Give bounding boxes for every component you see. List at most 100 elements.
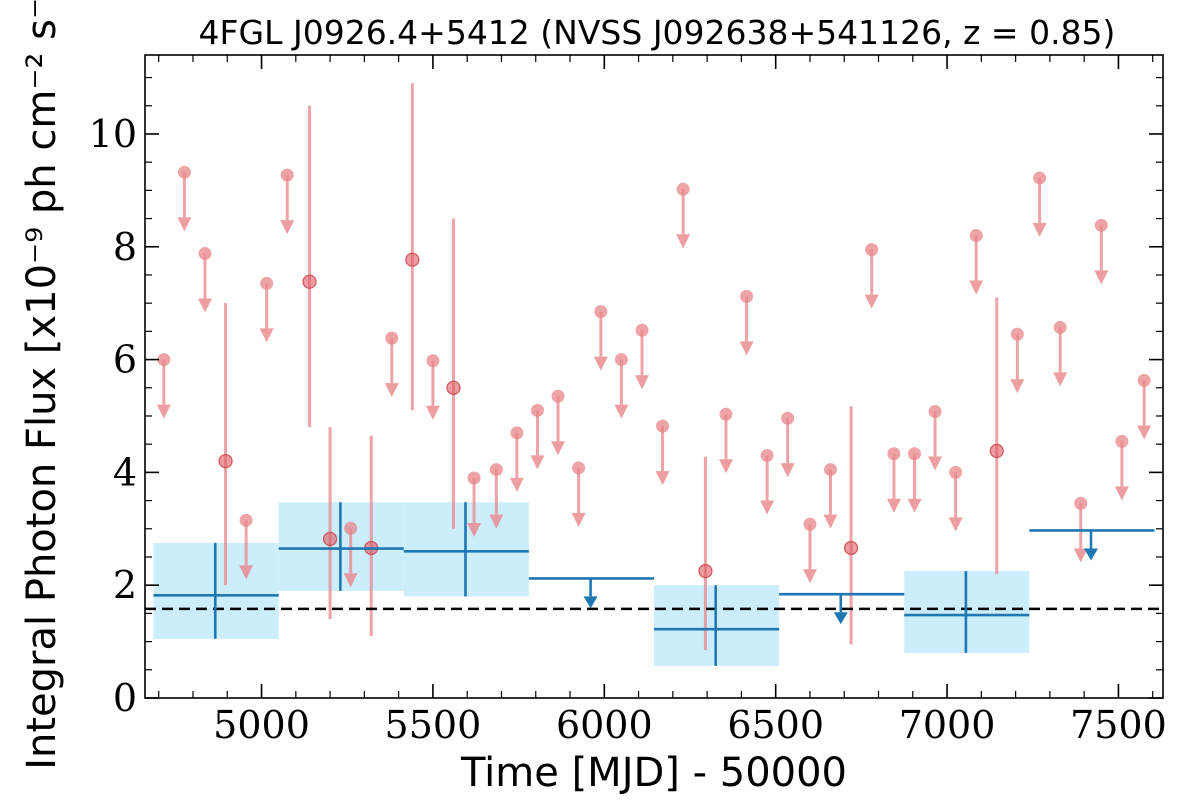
short-bin-upper-limit-marker [530, 403, 544, 417]
short-bin-upper-limit-marker [1074, 496, 1088, 510]
short-bin-upper-limit-marker [510, 426, 524, 440]
short-bin-upper-limit-marker [865, 243, 879, 257]
x-tick-label: 5500 [385, 703, 482, 747]
short-bin-upper-limit-arrow [593, 356, 608, 371]
short-bin-upper-limit-arrow [928, 456, 943, 471]
short-bin-upper-limit-arrow [489, 514, 504, 529]
x-tick-label: 6500 [727, 703, 824, 747]
short-bin-point [698, 563, 713, 579]
short-bin-upper-limit-marker [907, 447, 921, 461]
y-tick-label: 0 [113, 676, 137, 720]
short-bin-point [989, 443, 1004, 459]
short-bin-point [405, 252, 420, 267]
short-bin-upper-limit-marker [489, 463, 503, 477]
short-bin-upper-limit-marker [928, 404, 942, 418]
short-bin-upper-limit-arrow [1010, 379, 1025, 394]
short-bin-upper-limit-marker [656, 419, 670, 433]
short-bin-upper-limit-arrow [384, 383, 399, 398]
short-bin-upper-limit-arrow [1073, 548, 1088, 563]
short-bin-upper-limit-marker [177, 165, 191, 179]
short-bin-upper-limit-marker [280, 168, 294, 182]
short-bin-upper-limit-marker [467, 471, 481, 485]
axes-frame [144, 54, 1164, 699]
short-bin-upper-limit-marker [719, 407, 733, 421]
short-bin-upper-limit-marker [157, 353, 171, 367]
short-bin-upper-limit-marker [344, 521, 358, 535]
short-bin-upper-limit-marker [551, 389, 565, 403]
short-bin-upper-limit-arrow [969, 280, 984, 295]
y-tick-label: 6 [113, 338, 137, 382]
short-bin-upper-limit-arrow [571, 512, 586, 527]
short-bin-point [218, 453, 233, 469]
y-axis-label: Integral Photon Flux [x10⁻⁹ ph cm⁻² s⁻¹] [19, 0, 65, 770]
short-bin-upper-limit-arrow [614, 404, 629, 419]
long-bin-upper-limit-arrow [583, 596, 598, 609]
short-bin-upper-limit-arrow [635, 375, 650, 390]
short-bin-upper-limit-arrow [1032, 222, 1047, 237]
short-bin-upper-limit-marker [760, 448, 774, 462]
short-bin-upper-limit-arrow [823, 514, 838, 529]
long-bin-upper-limit-arrow [833, 612, 848, 625]
short-bin-upper-limit-arrow [1053, 372, 1068, 387]
short-bin-upper-limit-arrow [676, 234, 691, 249]
short-bin-series [156, 83, 1152, 651]
x-tick-label: 5000 [213, 703, 310, 747]
short-bin-upper-limit-marker [1010, 327, 1024, 341]
short-bin-upper-limit-arrow [177, 217, 192, 232]
short-bin-upper-limit-arrow [1094, 270, 1109, 285]
short-bin-upper-limit-arrow [551, 441, 566, 456]
short-bin-upper-limit-marker [572, 461, 586, 475]
short-bin-upper-limit-arrow [259, 328, 274, 343]
short-bin-upper-limit-marker [1053, 320, 1067, 334]
x-tick-label: 7500 [1070, 703, 1167, 747]
short-bin-upper-limit-arrow [655, 471, 670, 486]
x-tick-label: 7000 [899, 703, 996, 747]
short-bin-upper-limit-marker [740, 289, 754, 303]
short-bin-upper-limit-marker [676, 182, 690, 196]
long-bin-upper-limit-arrow [1084, 548, 1099, 561]
short-bin-upper-limit-marker [803, 517, 817, 531]
short-bin-upper-limit-marker [385, 331, 399, 345]
short-bin-upper-limit-marker [1115, 434, 1129, 448]
short-bin-upper-limit-arrow [864, 294, 879, 309]
short-bin-upper-limit-arrow [718, 459, 733, 474]
short-bin-upper-limit-marker [969, 228, 983, 242]
short-bin-point [843, 540, 859, 556]
short-bin-upper-limit-arrow [739, 341, 754, 356]
short-bin-upper-limit-arrow [530, 455, 545, 470]
y-tick-label: 10 [89, 112, 137, 156]
short-bin-upper-limit-arrow [425, 405, 440, 420]
short-bin-upper-limit-arrow [156, 404, 171, 419]
short-bin-upper-limit-marker [635, 323, 649, 337]
short-bin-point [302, 274, 317, 289]
short-bin-upper-limit-arrow [948, 517, 963, 532]
short-bin-upper-limit-arrow [343, 573, 358, 588]
y-tick-label: 2 [113, 563, 137, 607]
y-tick-label: 8 [113, 225, 137, 269]
short-bin-upper-limit-marker [594, 305, 608, 319]
x-axis-label: Time [MJD] - 50000 [460, 750, 847, 796]
short-bin-upper-limit-arrow [509, 477, 524, 492]
short-bin-upper-limit-arrow [280, 220, 295, 235]
short-bin-upper-limit-arrow [780, 463, 795, 478]
short-bin-upper-limit-arrow [1114, 486, 1129, 501]
short-bin-upper-limit-arrow [802, 569, 817, 584]
x-tick-label: 6000 [556, 703, 653, 747]
short-bin-upper-limit-arrow [1137, 425, 1152, 440]
short-bin-upper-limit-marker [1137, 373, 1151, 387]
short-bin-upper-limit-arrow [197, 298, 212, 313]
short-bin-upper-limit-marker [1094, 218, 1108, 232]
axes: 5000 5500 6000 6500 7000 7500 0 2 4 6 8 10 [89, 54, 1167, 747]
short-bin-upper-limit-marker [1033, 171, 1047, 185]
short-bin-upper-limit-marker [887, 447, 901, 461]
short-bin-upper-limit-marker [239, 513, 253, 527]
short-bin-upper-limit-marker [824, 463, 838, 477]
long-bin-series [153, 502, 1155, 666]
short-bin-upper-limit-arrow [886, 498, 901, 513]
short-bin-upper-limit-arrow [760, 500, 775, 515]
short-bin-upper-limit-arrow [907, 498, 922, 513]
short-bin-point [322, 531, 338, 547]
short-bin-upper-limit-marker [426, 354, 440, 368]
short-bin-upper-limit-marker [614, 353, 628, 367]
